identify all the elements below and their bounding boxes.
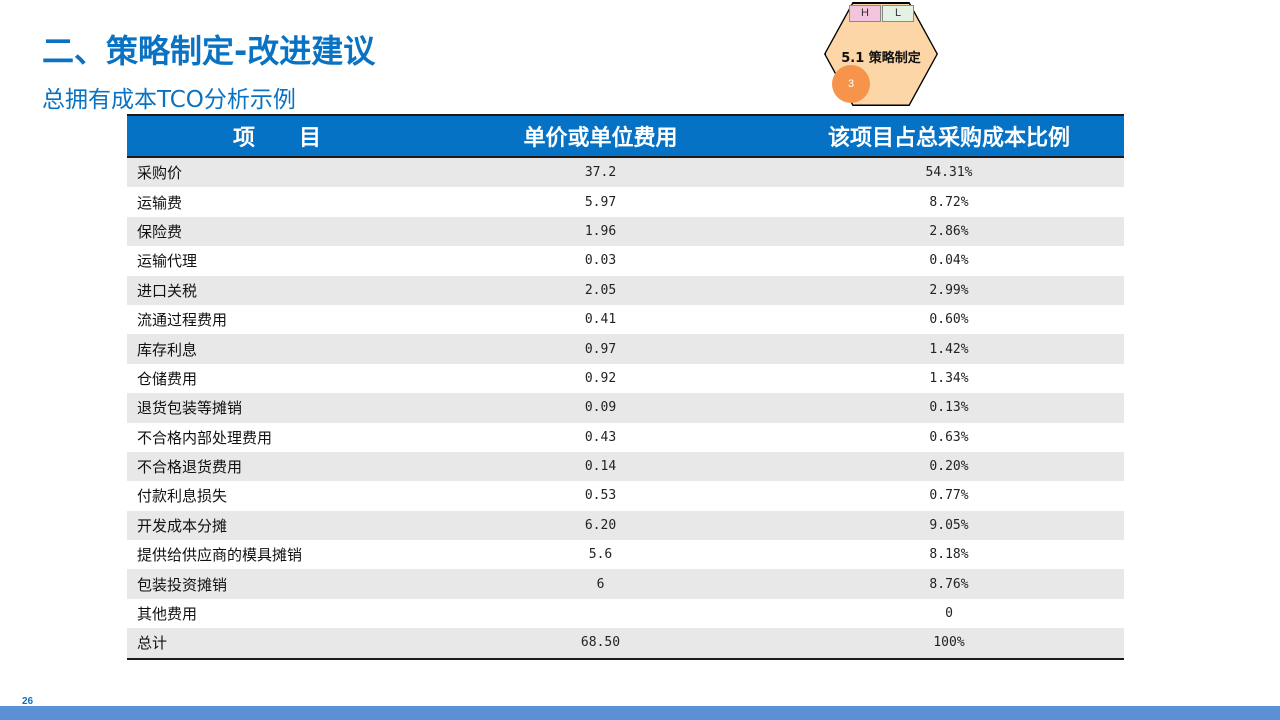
row-unit-cost-cell: 0.03 [427,246,774,276]
row-item-cell: 运输费 [127,187,427,217]
row-item-cell: 采购价 [127,157,427,188]
row-item-cell: 进口关税 [127,275,427,305]
row-ratio-cell: 54.31% [774,157,1124,188]
row-ratio-cell: 0.63% [774,422,1124,452]
page-number: 26 [22,696,34,707]
table-row: 付款利息损失 0.53 0.77% [127,481,1124,511]
table-row: 退货包装等摊销 0.09 0.13% [127,393,1124,423]
row-ratio-cell: 0.77% [774,481,1124,511]
badge-label: 5.1 策略制定 [841,51,921,66]
row-item-cell: 不合格退货费用 [127,451,427,482]
header-ratio: 该项目占总采购成本比例 [774,114,1124,158]
row-unit-cost-cell: 5.6 [427,540,774,570]
row-item-cell: 保险费 [127,216,427,247]
row-ratio-cell: 1.42% [774,334,1124,364]
row-ratio-cell: 0.20% [774,451,1124,482]
header-unit-cost: 单价或单位费用 [427,114,774,158]
table-row: 进口关税 2.05 2.99% [127,275,1124,305]
row-ratio-cell: 8.18% [774,540,1124,570]
row-ratio-cell: 2.99% [774,275,1124,305]
row-item-cell: 总计 [127,628,427,660]
row-ratio-cell: 100% [774,628,1124,660]
header-item: 项 目 [127,114,427,158]
row-ratio-cell: 8.72% [774,187,1124,217]
table-row: 其他费用 0 [127,598,1124,629]
row-unit-cost-cell: 1.96 [427,216,774,247]
table-row: 提供给供应商的模具摊销 5.6 8.18% [127,540,1124,570]
row-item-cell: 退货包装等摊销 [127,393,427,423]
row-unit-cost-cell: 2.05 [427,275,774,305]
table-row: 保险费 1.96 2.86% [127,216,1124,247]
table-row: 开发成本分摊 6.20 9.05% [127,510,1124,541]
row-unit-cost-cell: 0.43 [427,422,774,452]
row-ratio-cell: 0.04% [774,246,1124,276]
row-item-cell: 运输代理 [127,246,427,276]
table-header-row: 项 目 单价或单位费用 该项目占总采购成本比例 [127,114,1124,158]
row-unit-cost-cell: 0.14 [427,451,774,482]
row-unit-cost-cell: 0.09 [427,393,774,423]
row-item-cell: 库存利息 [127,334,427,364]
table-row: 不合格退货费用 0.14 0.20% [127,451,1124,482]
row-ratio-cell: 0 [774,598,1124,629]
row-ratio-cell: 1.34% [774,363,1124,394]
row-unit-cost-cell: 6 [427,569,774,599]
row-unit-cost-cell: 0.97 [427,334,774,364]
row-item-cell: 不合格内部处理费用 [127,422,427,452]
tco-table: 项 目 单价或单位费用 该项目占总采购成本比例 采购价 37.2 54.31% 运输费… [127,114,1124,660]
row-ratio-cell: 2.86% [774,216,1124,247]
row-unit-cost-cell: 37.2 [427,157,774,188]
row-unit-cost-cell: 0.92 [427,363,774,394]
row-unit-cost-cell: 0.53 [427,481,774,511]
slide-subtitle: 总拥有成本TCO分析示例 [42,87,296,113]
row-item-cell: 其他费用 [127,598,427,629]
table-row: 运输费 5.97 8.72% [127,187,1124,217]
row-unit-cost-cell: 0.41 [427,304,774,335]
row-item-cell: 提供给供应商的模具摊销 [127,540,427,570]
row-ratio-cell: 0.13% [774,393,1124,423]
table-row: 运输代理 0.03 0.04% [127,246,1124,276]
table-row: 总计 68.50 100% [127,628,1124,660]
table-row: 采购价 37.2 54.31% [127,157,1124,188]
row-ratio-cell: 8.76% [774,569,1124,599]
table-row: 库存利息 0.97 1.42% [127,334,1124,364]
section-badge: H L 5.1 策略制定 3 [824,2,938,106]
row-unit-cost-cell: 6.20 [427,510,774,541]
badge-tag-l: L [882,5,914,22]
table-row: 包装投资摊销 6 8.76% [127,569,1124,599]
row-unit-cost-cell [427,598,774,629]
badge-circle-number: 3 [832,65,870,103]
row-unit-cost-cell: 5.97 [427,187,774,217]
row-item-cell: 仓储费用 [127,363,427,394]
row-item-cell: 流通过程费用 [127,304,427,335]
row-item-cell: 开发成本分摊 [127,510,427,541]
table-row: 仓储费用 0.92 1.34% [127,363,1124,394]
badge-tag-h: H [849,5,881,22]
slide-title: 二、策略制定-改进建议 [42,32,376,70]
row-item-cell: 付款利息损失 [127,481,427,511]
table-row: 不合格内部处理费用 0.43 0.63% [127,422,1124,452]
table-row: 流通过程费用 0.41 0.60% [127,304,1124,335]
footer-bar [0,706,1280,720]
row-unit-cost-cell: 68.50 [427,628,774,660]
row-ratio-cell: 0.60% [774,304,1124,335]
row-item-cell: 包装投资摊销 [127,569,427,599]
row-ratio-cell: 9.05% [774,510,1124,541]
